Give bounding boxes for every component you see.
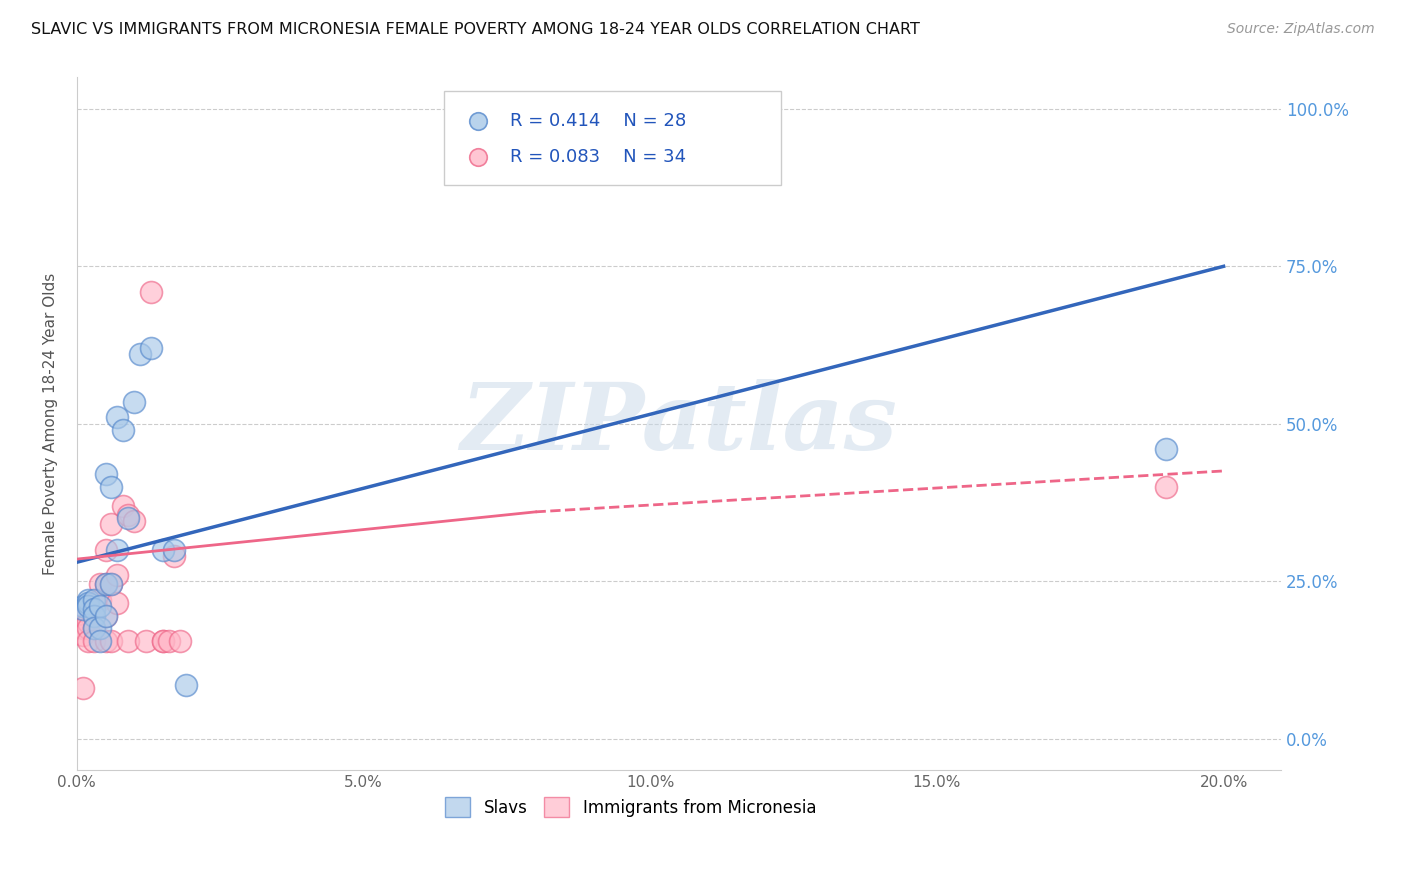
Point: [105, 410, 128, 425]
Point: [117, 508, 139, 522]
Point: [77, 634, 100, 648]
Point: [89, 593, 111, 607]
Point: [94, 608, 117, 623]
Point: [89, 577, 111, 591]
Point: [100, 480, 122, 494]
Point: [100, 634, 122, 648]
Point: [117, 634, 139, 648]
Point: [72, 599, 94, 614]
Point: [94, 577, 117, 591]
Text: Source: ZipAtlas.com: Source: ZipAtlas.com: [1227, 22, 1375, 37]
Point: [152, 634, 174, 648]
Point: [94, 577, 117, 591]
Point: [105, 596, 128, 610]
Point: [83, 608, 105, 623]
Point: [169, 634, 191, 648]
Point: [77, 599, 100, 614]
Point: [100, 517, 122, 532]
Point: [89, 634, 111, 648]
Point: [94, 467, 117, 481]
Point: [152, 542, 174, 557]
Point: [141, 341, 163, 355]
Point: [174, 678, 197, 692]
Text: R = 0.083    N = 34: R = 0.083 N = 34: [510, 148, 686, 166]
Point: [111, 499, 134, 513]
Point: [100, 577, 122, 591]
Point: [77, 606, 100, 620]
Point: [163, 549, 186, 563]
Point: [141, 285, 163, 299]
Point: [77, 596, 100, 610]
Point: [72, 602, 94, 616]
Point: [111, 423, 134, 437]
Point: [83, 634, 105, 648]
Point: [83, 621, 105, 635]
Point: [105, 567, 128, 582]
Point: [163, 542, 186, 557]
Point: [1156, 480, 1178, 494]
Point: [94, 542, 117, 557]
Point: [94, 608, 117, 623]
Point: [89, 621, 111, 635]
Point: [100, 577, 122, 591]
Point: [122, 394, 145, 409]
Point: [157, 634, 180, 648]
Point: [89, 599, 111, 614]
Text: ZIPatlas: ZIPatlas: [460, 379, 897, 468]
Point: [72, 621, 94, 635]
Point: [83, 608, 105, 623]
Point: [77, 593, 100, 607]
Point: [77, 615, 100, 629]
Point: [135, 634, 157, 648]
Point: [94, 634, 117, 648]
Point: [129, 347, 152, 361]
Point: [72, 681, 94, 695]
Point: [77, 621, 100, 635]
FancyBboxPatch shape: [444, 91, 782, 185]
Point: [152, 634, 174, 648]
Point: [83, 621, 105, 635]
Point: [72, 627, 94, 641]
Text: SLAVIC VS IMMIGRANTS FROM MICRONESIA FEMALE POVERTY AMONG 18-24 YEAR OLDS CORREL: SLAVIC VS IMMIGRANTS FROM MICRONESIA FEM…: [31, 22, 920, 37]
Point: [122, 514, 145, 528]
Point: [83, 593, 105, 607]
Point: [83, 596, 105, 610]
Y-axis label: Female Poverty Among 18-24 Year Olds: Female Poverty Among 18-24 Year Olds: [44, 273, 58, 574]
Point: [105, 542, 128, 557]
Point: [117, 511, 139, 525]
Text: R = 0.414    N = 28: R = 0.414 N = 28: [510, 112, 686, 130]
Legend: Slavs, Immigrants from Micronesia: Slavs, Immigrants from Micronesia: [439, 790, 823, 824]
Point: [83, 602, 105, 616]
Point: [1156, 442, 1178, 456]
